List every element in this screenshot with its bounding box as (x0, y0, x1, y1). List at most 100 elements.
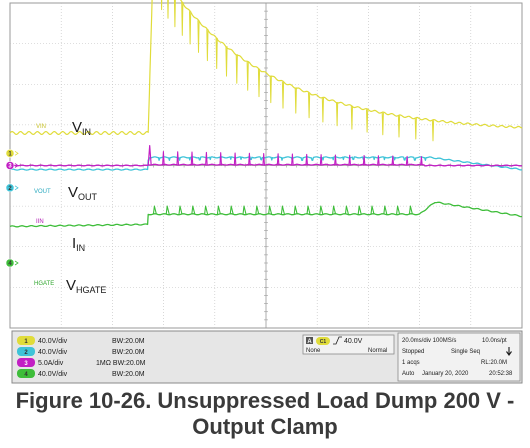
series-spike-iin (262, 153, 266, 166)
channel-readout-2[interactable]: 2 40.0V/div BW:20.0M (17, 347, 145, 356)
series-spike-vhgate (280, 205, 285, 215)
graticule (9, 2, 523, 329)
series-spike-vhgate (293, 205, 298, 215)
series-spike-iin (176, 151, 180, 166)
ch4-ground-marker-label: 4 (8, 261, 12, 267)
series-spike-iin (248, 152, 251, 166)
ch1-ground-marker[interactable] (5, 149, 15, 158)
caption-line-1: Figure 10-26. Unsuppressed Load Dump 200… (15, 388, 515, 413)
ch3-badge-icon (17, 358, 35, 367)
series-spike-vhgate (229, 205, 234, 215)
marker-label-vout: VOUT (34, 189, 51, 195)
series-line-iin (9, 163, 523, 167)
ch4-bandwidth: BW:20.0M (112, 371, 145, 378)
series-spike-vin (336, 101, 339, 127)
ch2-ground-marker-label: 2 (8, 186, 12, 192)
series-label-iin-sub: IN (76, 243, 85, 253)
series-spike-iin (162, 151, 165, 166)
trigger-coupling: None (306, 348, 321, 354)
series-label-iin: IIN (72, 235, 85, 253)
ch2-scale: 40.0V/div (38, 349, 68, 356)
series-spike-iin (305, 153, 309, 166)
series-label-vin-main: V (72, 119, 82, 136)
series-spike-vhgate (319, 205, 324, 215)
ch2-ground-marker[interactable] (5, 183, 15, 193)
ch1-badge-icon (17, 336, 35, 345)
series-label-vin-sub: IN (82, 127, 91, 137)
series-spike-vhgate (408, 205, 413, 215)
series-spike-vhgate (268, 205, 273, 215)
ch1-ground-marker-arrow-icon (14, 150, 19, 156)
series-spike-vhgate (306, 205, 311, 215)
status-panel: 1 40.0V/div BW:20.0M 2 40.0V/div BW:20.0… (11, 330, 523, 384)
series-label-vhgate-sub: HGATE (76, 285, 106, 295)
series-spike-iin (291, 153, 294, 166)
acquisition-readout[interactable]: 20.0ms/div 100MS/s 10.0ns/pt Stopped Sin… (397, 332, 521, 382)
caption-line-2: Output Clamp (192, 414, 338, 439)
trace-layer (9, 0, 523, 228)
marker-label-iin: IIN (36, 219, 44, 225)
ch3-bandwidth: 1MΩ BW:20.0M (96, 360, 146, 367)
series-spike-vhgate (204, 205, 209, 215)
series-spike-vhgate (191, 205, 196, 215)
series-spike-vin (281, 81, 285, 109)
ch3-ground-marker[interactable] (5, 161, 15, 170)
trigger-level: 40.0V (344, 338, 363, 345)
ch1-scale: 40.0V/div (38, 338, 68, 345)
channel-readout-4[interactable]: 4 40.0V/div BW:20.0M (17, 369, 145, 378)
channel-readout-1[interactable]: 1 40.0V/div BW:20.0M (17, 336, 145, 345)
acq-timebase: 20.0ms/div 100MS/s (402, 338, 456, 344)
series-spike-iin (205, 151, 208, 166)
acq-count: 1 acqs (402, 360, 420, 366)
ch2-badge-icon (17, 347, 35, 356)
series-label-vhgate: VHGATE (66, 277, 106, 295)
series-spike-iin (405, 155, 409, 166)
acq-record-length: RL:20.0M (481, 360, 507, 366)
ch3-badge-text: 3 (24, 361, 28, 367)
ch4-ground-marker[interactable] (5, 258, 15, 268)
series-spike-vin (294, 87, 297, 114)
series-spike-iin (348, 154, 352, 166)
trigger-mode: Normal (368, 348, 387, 354)
down-arrow-icon (506, 347, 512, 356)
ch3-scale: 5.0A/div (38, 360, 64, 367)
series-spike-vhgate (178, 205, 183, 215)
acq-state: Stopped (402, 349, 424, 355)
series-line-vin (9, 0, 523, 135)
marker-label-vin: VIN (36, 124, 46, 130)
series-label-vout: VOUT (68, 184, 98, 202)
rising-edge-icon (333, 336, 342, 345)
series-spike-vhgate (165, 205, 170, 215)
series-spike-iin (377, 155, 380, 166)
series-label-vin: VIN (72, 119, 91, 137)
series-spike-vin (206, 29, 209, 62)
series-spike-vin (246, 61, 249, 91)
trigger-channel: C1 (320, 339, 327, 345)
series-spike-vin (308, 92, 311, 119)
series-label-iin-main: I (72, 235, 76, 252)
series-spike-vhgate (152, 205, 157, 215)
channel-readout-3[interactable]: 3 5.0A/div 1MΩ BW:20.0M (17, 358, 146, 367)
series-spike-vin (197, 20, 200, 53)
series-spike-iin (276, 153, 280, 166)
series-spike-vin (366, 109, 369, 133)
series-spike-vhgate (370, 205, 375, 215)
ch2-badge-text: 2 (24, 350, 28, 356)
series-spike-vin (189, 11, 192, 45)
series-spike-iin (319, 154, 323, 166)
series-spike-vhgate (357, 205, 362, 215)
ch1-bandwidth: BW:20.0M (112, 338, 145, 345)
ch3-ground-marker-arrow-icon (14, 163, 19, 168)
acquisition-box (397, 332, 521, 382)
series-line-vout (9, 156, 523, 171)
trigger-readout[interactable]: A C1 40.0V None Normal (302, 334, 395, 355)
channel-ground-markers: 1 2 3 4 (5, 149, 19, 268)
series-spike-vin (414, 118, 417, 140)
ch1-badge-text: 1 (24, 339, 28, 345)
ch2-ground-marker-arrow-icon (14, 185, 19, 191)
series-spike-vin (173, 0, 176, 28)
ch1-ground-marker-label: 1 (8, 152, 12, 158)
series-spike-vhgate (242, 205, 247, 215)
trace-labels: VIN VIN VOUT VOUT IIN IIN HGATE VHGATE (34, 119, 106, 295)
series-spike-iin (233, 152, 237, 166)
